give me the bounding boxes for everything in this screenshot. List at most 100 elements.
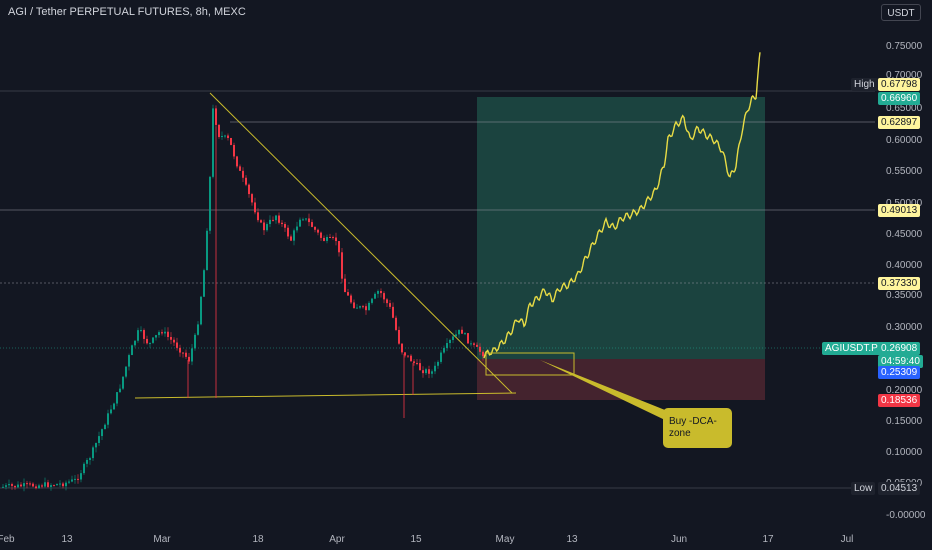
- time-tick: Mar: [153, 534, 171, 545]
- price-tick: 0.40000: [886, 260, 923, 271]
- stop-price-tag: 0.18536: [878, 394, 921, 407]
- candle-body: [425, 369, 427, 374]
- chart-title: AGI / Tether PERPETUAL FUTURES, 8h, MEXC: [8, 6, 246, 18]
- candle-body: [338, 241, 340, 253]
- candle-body: [29, 483, 31, 485]
- candle-body: [296, 226, 298, 231]
- candle-body: [356, 307, 358, 309]
- candle-body: [365, 306, 367, 311]
- candle-body: [473, 343, 475, 345]
- candle-body: [353, 302, 355, 309]
- candle-body: [257, 212, 259, 221]
- candle-body: [269, 219, 271, 225]
- candle-body: [200, 296, 202, 325]
- time-tick: Feb: [0, 534, 15, 545]
- candle-body: [380, 291, 382, 294]
- candle-body: [239, 166, 241, 171]
- price-tick: -0.00000: [886, 510, 926, 521]
- candle-body: [128, 355, 130, 367]
- candle-body: [62, 483, 64, 487]
- high-label: High: [851, 78, 878, 91]
- candle-body: [212, 108, 214, 177]
- candle-body: [326, 237, 328, 241]
- price-tick: 0.75000: [886, 41, 923, 52]
- candle-body: [134, 340, 136, 346]
- candle-body: [248, 184, 250, 195]
- candle-body: [188, 356, 190, 362]
- candle-body: [104, 424, 106, 430]
- candle-body: [113, 403, 115, 410]
- candle-body: [281, 222, 283, 225]
- candle-body: [206, 230, 208, 271]
- candle-body: [182, 352, 184, 354]
- candle-body: [224, 135, 226, 137]
- candle-body: [305, 218, 307, 220]
- candle-body: [377, 291, 379, 294]
- candle-body: [53, 485, 55, 487]
- candle-body: [302, 219, 304, 221]
- candle-body: [41, 485, 43, 487]
- buy-dca-zone-callout[interactable]: Buy -DCA- zone: [663, 408, 732, 448]
- candle-body: [119, 388, 121, 393]
- candle-body: [389, 303, 391, 307]
- candle-body: [329, 237, 331, 239]
- candle-body: [65, 482, 67, 487]
- candle-body: [392, 306, 394, 318]
- candle-body: [467, 333, 469, 344]
- candle-body: [167, 331, 169, 337]
- candle-body: [416, 362, 418, 364]
- time-tick: 17: [762, 534, 774, 545]
- candle-body: [140, 330, 142, 332]
- candle-body: [14, 485, 16, 488]
- candle-body: [398, 329, 400, 344]
- candle-body: [74, 478, 76, 480]
- candle-body: [38, 485, 40, 489]
- candle-body: [284, 224, 286, 228]
- candle-body: [407, 355, 409, 357]
- candle-body: [383, 293, 385, 300]
- candle-body: [332, 237, 334, 239]
- candle-body: [311, 222, 313, 227]
- candle-body: [245, 177, 247, 185]
- candle-body: [452, 336, 454, 340]
- candle-body: [455, 334, 457, 337]
- candle-body: [143, 330, 145, 339]
- candle-body: [32, 483, 34, 487]
- callout-pointer: [540, 360, 665, 420]
- price-tick: 0.10000: [886, 447, 923, 458]
- candle-body: [155, 335, 157, 338]
- time-tick: 13: [61, 534, 73, 545]
- projection-path[interactable]: [483, 52, 761, 359]
- price-tick: 0.65000: [886, 103, 923, 114]
- candle-body: [170, 336, 172, 340]
- candle-body: [95, 442, 97, 448]
- candle-body: [215, 108, 217, 125]
- candle-body: [263, 222, 265, 231]
- candle-body: [395, 317, 397, 330]
- candle-body: [23, 483, 25, 487]
- descending-trendline[interactable]: [209, 92, 513, 394]
- candle-body: [158, 332, 160, 336]
- candle-body: [92, 447, 94, 459]
- candle-body: [308, 218, 310, 223]
- currency-button[interactable]: USDT: [881, 4, 921, 21]
- support-line[interactable]: [134, 392, 517, 399]
- candle-body: [71, 479, 73, 482]
- candle-body: [98, 436, 100, 443]
- candle-body: [152, 337, 154, 343]
- time-tick: 15: [410, 534, 422, 545]
- price-tick: 0.55000: [886, 166, 923, 177]
- candle-body: [176, 342, 178, 348]
- candle-body: [362, 306, 364, 308]
- candle-body: [317, 229, 319, 233]
- candle-body: [341, 252, 343, 279]
- candle-body: [161, 332, 163, 334]
- entry-price-tag: 0.25309: [878, 366, 921, 379]
- candle-body: [413, 361, 415, 363]
- buy-zone-box[interactable]: [485, 352, 575, 376]
- candle-body: [428, 369, 430, 374]
- candle-body: [479, 346, 481, 352]
- candle-body: [422, 370, 424, 374]
